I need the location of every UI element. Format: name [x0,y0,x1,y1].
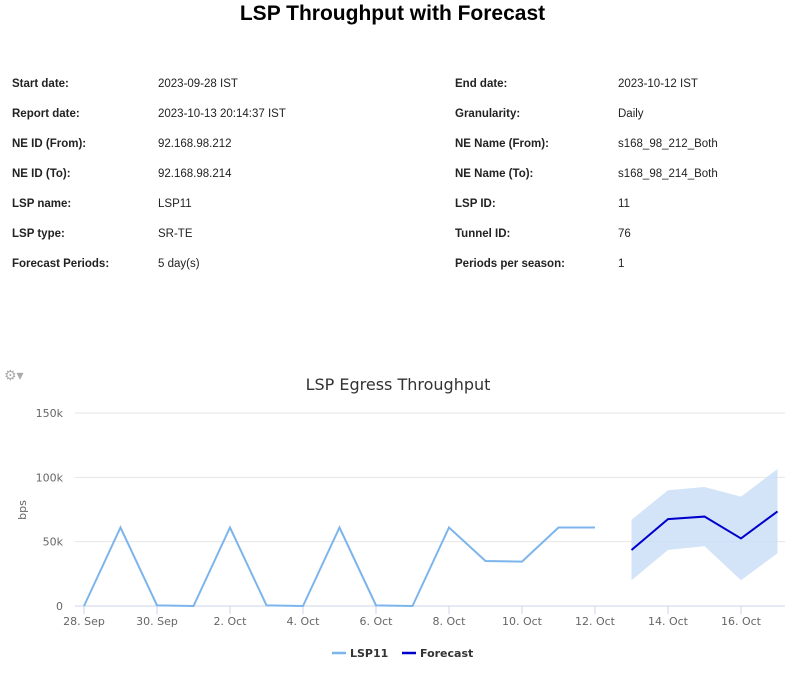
field-value: 76 [618,228,631,240]
field-label: LSP ID: [455,198,496,210]
x-tick-label: 16. Oct [721,615,762,628]
chart-title: LSP Egress Throughput [306,375,491,394]
field-label: NE ID (To): [12,168,71,180]
x-tick-label: 4. Oct [286,615,320,628]
y-tick-label: 150k [36,407,64,420]
x-tick-label: 14. Oct [648,615,689,628]
field-label: NE ID (From): [12,138,87,150]
field-label: NE Name (From): [455,138,549,150]
y-tick-label: 50k [43,536,64,549]
field-value: 1 [618,258,625,270]
field-value: s168_98_212_Both [618,138,718,150]
field-value: 2023-10-12 IST [618,78,698,90]
x-tick-label: 12. Oct [575,615,616,628]
x-tick-label: 30. Sep [136,615,178,628]
metadata-row: NE ID (From): 92.168.98.212 NE Name (From)… [0,138,785,168]
field-label: Report date: [12,108,80,120]
x-tick-label: 8. Oct [432,615,466,628]
field-value: 92.168.98.214 [158,168,232,180]
throughput-chart: LSP Egress Throughput 0 50k 100k 150k bps 28. … [16,375,785,660]
field-label: NE Name (To): [455,168,534,180]
legend-item-lsp11[interactable]: LSP11 [350,647,388,660]
field-label: LSP type: [12,228,65,240]
field-label: LSP name: [12,198,72,210]
x-tick-label: 28. Sep [63,615,105,628]
metadata-row: Forecast Periods: 5 day(s) Periods per sea… [0,258,785,288]
field-value: s168_98_214_Both [618,168,718,180]
y-tick-label: 0 [56,600,63,613]
field-value: Daily [618,108,644,120]
x-tick-label: 10. Oct [502,615,543,628]
metadata-row: Report date: 2023-10-13 20:14:37 IST Granu… [0,108,785,138]
report-metadata: Start date: 2023-09-28 IST End date: 2023-1… [0,78,785,288]
field-value: 92.168.98.212 [158,138,232,150]
field-label: End date: [455,78,508,90]
metadata-row: NE ID (To): 92.168.98.214 NE Name (To): s16… [0,168,785,198]
metadata-row: LSP type: SR-TE Tunnel ID: 76 [0,228,785,258]
field-value: 11 [618,198,630,210]
field-label: Forecast Periods: [12,258,110,270]
y-axis-label: bps [16,500,29,520]
field-label: Periods per season: [455,258,565,270]
x-tick-label: 6. Oct [359,615,393,628]
field-label: Granularity: [455,108,521,120]
metadata-row: LSP name: LSP11 LSP ID: 11 [0,198,785,228]
field-value: SR-TE [158,228,193,240]
series-line-lsp11 [83,525,595,608]
field-value: LSP11 [158,198,192,210]
y-tick-label: 100k [36,471,64,484]
metadata-row: Start date: 2023-09-28 IST End date: 2023-1… [0,78,785,108]
forecast-confidence-band [631,468,778,581]
chart-options-gear-icon[interactable]: ⚙▾ [4,368,24,384]
x-tick-label: 2. Oct [213,615,247,628]
field-value: 2023-10-13 20:14:37 IST [158,108,286,120]
field-label: Tunnel ID: [455,228,511,240]
field-value: 5 day(s) [158,258,200,270]
field-label: Start date: [12,78,69,90]
field-value: 2023-09-28 IST [158,78,238,90]
report-title: LSP Throughput with Forecast [239,2,546,25]
legend-item-forecast[interactable]: Forecast [420,647,473,660]
